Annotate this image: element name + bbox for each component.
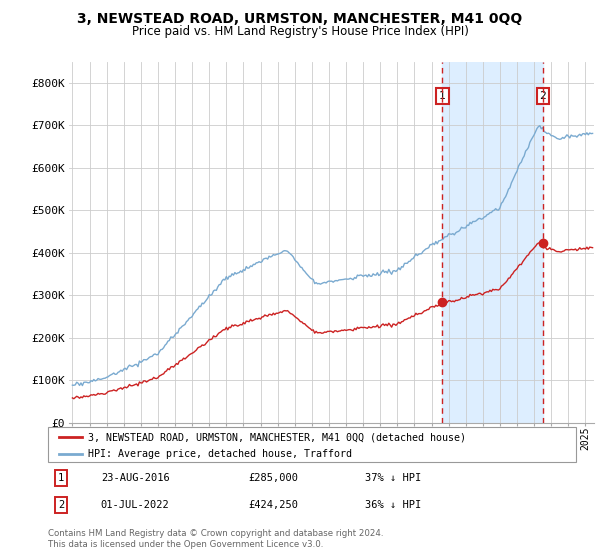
Text: Contains HM Land Registry data © Crown copyright and database right 2024.
This d: Contains HM Land Registry data © Crown c… [48, 529, 383, 549]
Text: 2: 2 [58, 500, 64, 510]
Text: 01-JUL-2022: 01-JUL-2022 [101, 500, 170, 510]
Text: 36% ↓ HPI: 36% ↓ HPI [365, 500, 421, 510]
Text: 1: 1 [58, 473, 64, 483]
Bar [442, 62, 542, 423]
Text: 3, NEWSTEAD ROAD, URMSTON, MANCHESTER, M41 0QQ: 3, NEWSTEAD ROAD, URMSTON, MANCHESTER, M… [77, 12, 523, 26]
Text: 23-AUG-2016: 23-AUG-2016 [101, 473, 170, 483]
Text: HPI: Average price, detached house, Trafford: HPI: Average price, detached house, Traf… [88, 449, 352, 459]
Text: £285,000: £285,000 [248, 473, 299, 483]
Text: 2: 2 [539, 91, 546, 101]
Text: £424,250: £424,250 [248, 500, 299, 510]
Text: Price paid vs. HM Land Registry's House Price Index (HPI): Price paid vs. HM Land Registry's House … [131, 25, 469, 38]
Text: 3, NEWSTEAD ROAD, URMSTON, MANCHESTER, M41 0QQ (detached house): 3, NEWSTEAD ROAD, URMSTON, MANCHESTER, M… [88, 432, 466, 442]
Text: 1: 1 [439, 91, 446, 101]
Text: 37% ↓ HPI: 37% ↓ HPI [365, 473, 421, 483]
